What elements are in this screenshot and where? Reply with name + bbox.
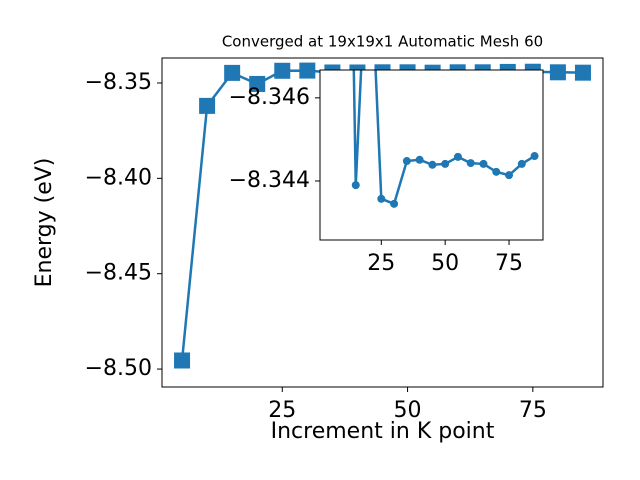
y-tick-label: −8.40 [85,165,152,190]
y-tick-label: −8.346 [229,85,310,110]
marker [530,152,539,161]
marker [415,155,424,164]
marker [441,159,450,168]
y-axis-label: Energy (eV) [32,158,57,288]
marker [505,171,514,180]
axes-frame [161,57,604,388]
plot-area [351,70,539,208]
x-tick-label: 25 [367,251,395,276]
marker [199,97,216,114]
marker [274,62,291,79]
marker [549,64,566,81]
marker [224,64,241,81]
x-axis-label: Increment in K point [271,419,495,444]
x-tick-label: 50 [431,251,459,276]
marker [479,159,488,168]
y-tick-label: −8.50 [85,356,152,381]
marker [402,157,411,166]
marker [574,64,591,81]
marker [377,194,386,203]
y-tick-label: −8.35 [85,70,152,95]
marker [174,352,191,369]
marker [249,75,266,92]
y-tick-label: −8.45 [85,261,152,286]
marker [492,167,501,176]
axes-frame [319,69,544,241]
chart-title: Converged at 19x19x1 Automatic Mesh 60 [222,33,543,51]
marker [453,152,462,161]
marker [390,199,399,208]
marker [466,159,475,168]
x-tick-label: 75 [519,398,547,423]
marker [428,160,437,169]
marker [517,159,526,168]
x-tick-label: 50 [394,398,422,423]
marker [299,62,316,79]
x-tick-label: 25 [268,398,296,423]
y-tick-label: −8.344 [229,168,310,193]
marker [351,181,360,190]
x-tick-label: 75 [495,251,523,276]
